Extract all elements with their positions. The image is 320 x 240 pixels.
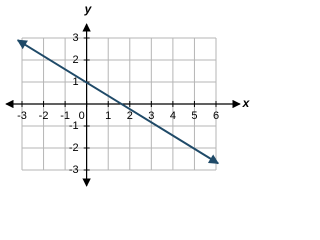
y-tick-label: 2 [73, 54, 79, 66]
x-tick-label: 6 [213, 110, 219, 122]
x-tick-label: 5 [191, 110, 197, 122]
x-tick-label: 0 [79, 110, 85, 122]
data-line [16, 39, 220, 165]
x-tick-label: 4 [170, 110, 176, 122]
y-tick-label: -2 [69, 142, 79, 154]
y-tick-label: -3 [69, 164, 79, 176]
x-tick-label: -2 [39, 110, 49, 122]
x-tick-label: 1 [105, 110, 111, 122]
y-tick-label: -1 [69, 120, 79, 132]
x-tick-label: -3 [17, 110, 27, 122]
y-axis-label: y [84, 2, 93, 16]
y-tick-label: 3 [73, 32, 79, 44]
x-tick-label: 2 [127, 110, 133, 122]
x-axis-label: x [242, 96, 251, 110]
